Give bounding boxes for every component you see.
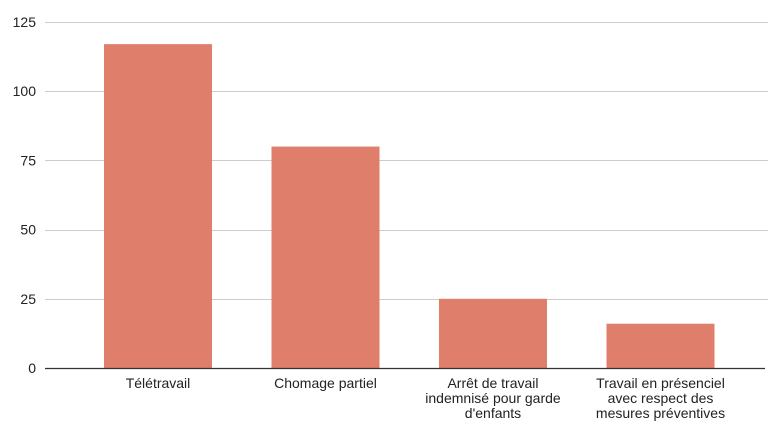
y-tick-label-125: 125 [13, 14, 37, 30]
x-tick-label-line: Télétravail [126, 375, 191, 391]
bars [104, 44, 715, 368]
x-tick-label-line: Arrêt de travail [447, 375, 538, 391]
y-tick-label-100: 100 [13, 83, 37, 99]
x-tick-label-line: Chomage partiel [274, 375, 377, 391]
bar-0 [104, 44, 212, 368]
x-tick-label-3: Travail en présenciel avec respect des mes… [596, 375, 725, 421]
x-tick-label-line: Travail en présenciel [596, 375, 725, 391]
y-tick-label-25: 25 [20, 291, 36, 307]
x-tick-label-2: Arrêt de travail indemnisé pour garde d'en… [425, 375, 561, 421]
x-tick-label-line: mesures préventives [596, 405, 725, 421]
bar-1 [271, 146, 380, 368]
x-tick-label-0: Télétravail [126, 375, 191, 391]
y-tick-label-50: 50 [20, 222, 36, 238]
y-tick-label-75: 75 [20, 152, 36, 168]
x-tick-label-line: avec respect des [608, 390, 714, 406]
x-tick-label-line: indemnisé pour garde [425, 390, 561, 406]
bar-2 [439, 298, 547, 368]
bar-3 [606, 323, 715, 368]
x-tick-label-line: d'enfants [465, 405, 521, 421]
x-tick-label-1: Chomage partiel [274, 375, 377, 391]
y-tick-label-0: 0 [28, 360, 36, 376]
x-tick-labels: Télétravail Chomage partiel Arrêt de trava… [126, 375, 725, 421]
y-tick-labels: 0 25 50 75 100 125 [13, 14, 37, 376]
